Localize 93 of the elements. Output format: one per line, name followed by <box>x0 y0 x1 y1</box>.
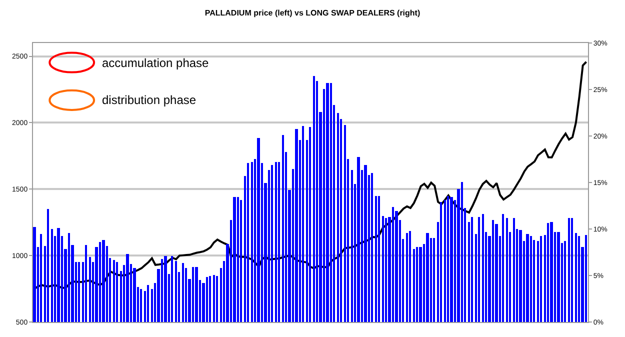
bar <box>282 135 284 322</box>
bar <box>140 289 142 322</box>
bar <box>519 230 522 322</box>
bar <box>433 238 435 322</box>
bar <box>416 247 418 322</box>
bar <box>450 197 453 322</box>
bar <box>251 162 253 322</box>
bar <box>526 234 529 322</box>
bar <box>371 173 373 322</box>
bar <box>78 262 80 322</box>
bar <box>275 162 277 322</box>
bar <box>133 268 136 322</box>
bar <box>209 276 211 322</box>
bar <box>337 113 339 322</box>
bar <box>564 241 566 322</box>
bar <box>85 245 87 322</box>
bar <box>571 218 573 322</box>
bar <box>409 231 411 322</box>
bar <box>233 197 236 322</box>
bar <box>237 197 239 322</box>
bar <box>344 125 346 322</box>
bar <box>147 285 149 322</box>
bar <box>557 232 560 322</box>
bar <box>478 217 480 322</box>
bar <box>419 247 422 322</box>
bar <box>89 257 91 322</box>
bar <box>444 200 446 322</box>
bar <box>47 209 49 322</box>
bar <box>171 256 173 322</box>
bar <box>547 223 549 322</box>
bar <box>426 233 429 322</box>
bar <box>471 217 473 322</box>
bar <box>585 235 587 322</box>
bar <box>578 236 580 322</box>
bar <box>540 236 542 322</box>
bar <box>395 211 398 322</box>
bar <box>392 207 394 322</box>
bar <box>161 259 163 322</box>
bar <box>195 267 198 322</box>
bar <box>99 242 101 322</box>
bar <box>164 256 167 322</box>
bar <box>68 233 70 322</box>
bar <box>40 234 42 322</box>
bar <box>530 236 532 322</box>
bar <box>492 220 494 322</box>
bar <box>482 214 484 322</box>
annotation: accumulation phase <box>102 56 210 70</box>
bar <box>461 182 463 322</box>
bar <box>375 196 377 322</box>
bar <box>378 196 380 322</box>
bar <box>126 254 129 322</box>
bar <box>213 275 215 322</box>
bar <box>271 165 273 322</box>
bar <box>295 129 298 322</box>
bar <box>382 216 384 322</box>
bar <box>357 157 360 322</box>
bar <box>57 228 60 322</box>
bar <box>240 200 242 322</box>
bar <box>302 126 304 322</box>
bar <box>550 222 553 322</box>
bar <box>513 218 515 322</box>
bar <box>313 76 315 322</box>
bar <box>116 262 118 322</box>
bar <box>385 218 387 322</box>
bar <box>206 277 208 322</box>
bar <box>33 227 36 322</box>
bar <box>495 224 498 322</box>
bar <box>51 229 53 322</box>
bar <box>102 240 105 322</box>
bar <box>175 261 177 322</box>
bar <box>406 233 408 322</box>
bar <box>278 162 280 322</box>
chart-title: PALLADIUM price (left) vs LONG SWAP DEALERS (right) <box>204 8 420 18</box>
bar <box>506 218 508 322</box>
bar <box>216 276 218 322</box>
bar <box>326 83 329 322</box>
bar <box>364 165 367 322</box>
bar <box>182 263 184 322</box>
bar <box>568 218 570 322</box>
annotation: distribution phase <box>102 93 196 107</box>
bar <box>192 267 194 322</box>
bar <box>413 249 415 322</box>
bar <box>533 240 535 322</box>
bar <box>440 202 442 322</box>
bar <box>247 163 249 322</box>
bar <box>113 260 115 322</box>
bar <box>575 233 577 322</box>
bar <box>257 138 260 322</box>
bar <box>330 83 332 322</box>
bar <box>309 127 311 322</box>
bar <box>447 196 449 322</box>
bar <box>502 214 504 322</box>
bar <box>351 170 353 322</box>
